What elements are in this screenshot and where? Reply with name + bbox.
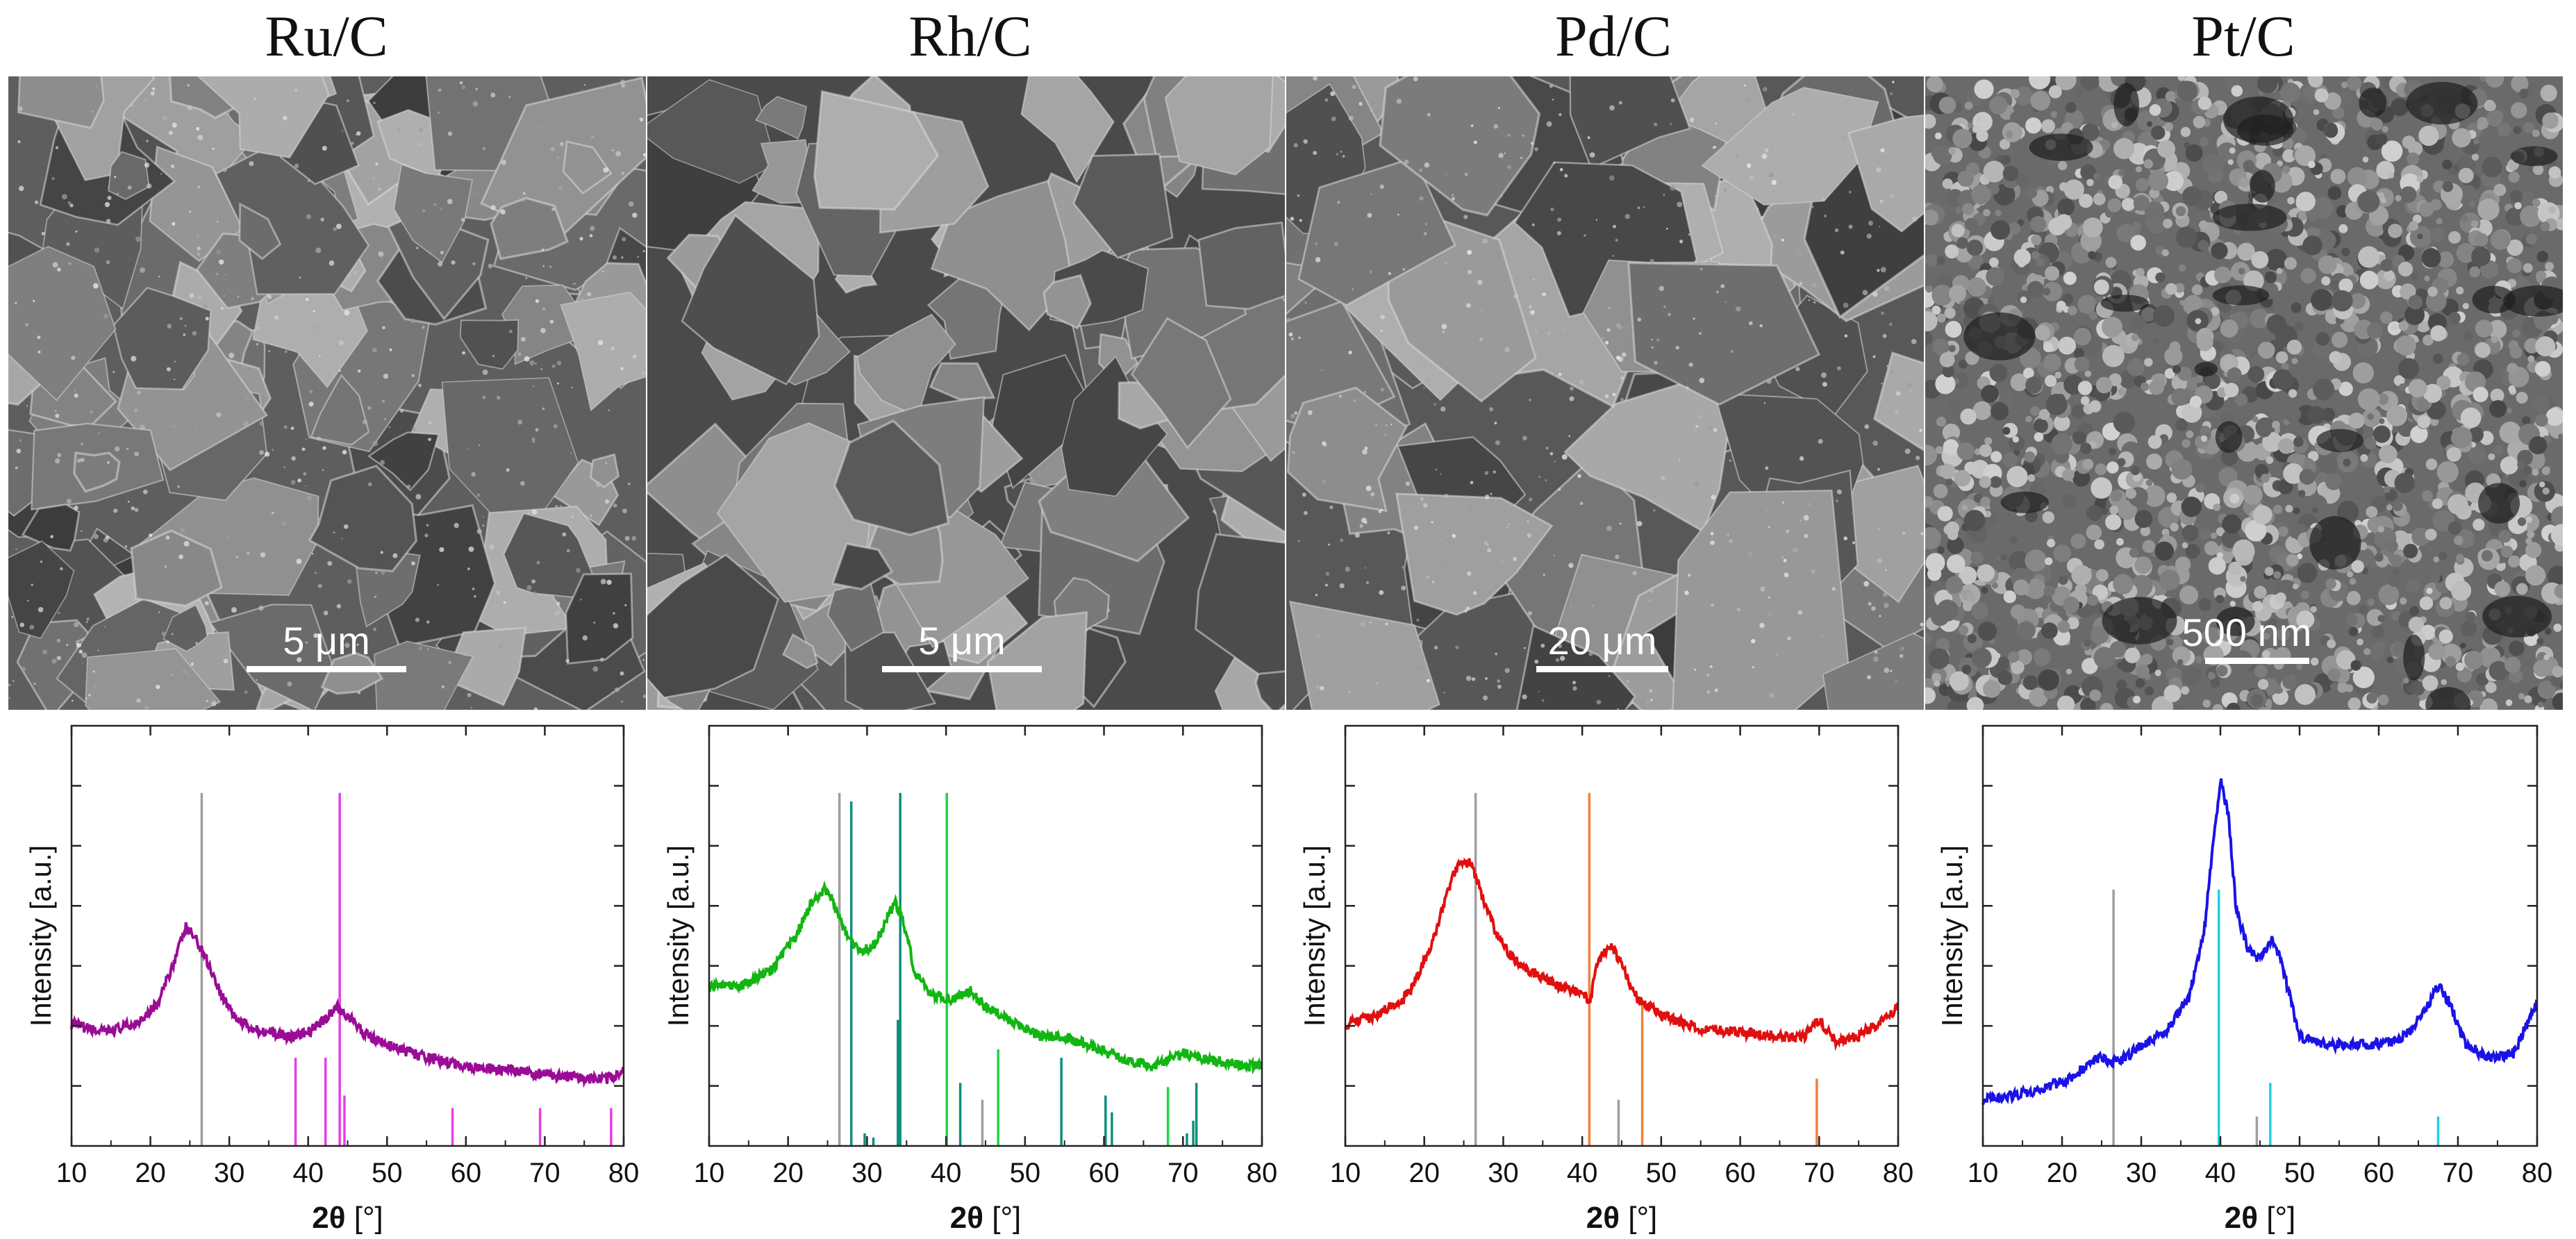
x-axis-label: 2θ [°] [950, 1201, 1022, 1235]
x-tick-label: 10 [694, 1158, 725, 1188]
plot-frame [1344, 724, 1900, 1147]
diffraction-series [1344, 857, 1900, 1051]
x-tick-label: 10 [1968, 1158, 1999, 1188]
sem-image-pd [1286, 76, 1924, 710]
xrd-chart-1: 10 20 30 40 50 60 70 80 2θ [°] Intensity [a.u.] [662, 724, 1278, 1235]
x-tick-label: 40 [292, 1158, 324, 1188]
x-tick-label: 80 [1883, 1158, 1914, 1188]
x-tick-label: 80 [608, 1158, 640, 1188]
x-tick-label: 70 [2443, 1158, 2474, 1188]
x-tick-label: 40 [931, 1158, 962, 1188]
sem-image-pt [1925, 76, 2563, 710]
scale-bar-line [2205, 658, 2309, 664]
x-tick-label: 70 [529, 1158, 560, 1188]
x-tick-label: 40 [1567, 1158, 1598, 1188]
y-axis-label: Intensity [a.u.] [1936, 845, 1968, 1026]
y-axis-label: Intensity [a.u.] [24, 845, 57, 1026]
xrd-chart-3: 10 20 30 40 50 60 70 80 2θ [°] Intensity [a.u.] [1936, 724, 2553, 1235]
scale-bar-line [247, 666, 406, 672]
diffraction-series [708, 880, 1263, 1075]
y-axis-label: Intensity [a.u.] [1298, 845, 1331, 1026]
x-tick-label: 70 [1804, 1158, 1835, 1188]
scale-bar-pt: 500 nm [2170, 610, 2323, 664]
x-tick-label: 30 [2126, 1158, 2157, 1188]
scale-bar-line [882, 666, 1042, 672]
y-axis-label: Intensity [a.u.] [662, 845, 695, 1026]
x-tick-label: 20 [135, 1158, 166, 1188]
xrd-chart-0: 10 20 30 40 50 60 70 80 2θ [°] Intensity [a.u.] [24, 724, 640, 1235]
scale-bar-label: 5 μm [918, 619, 1006, 663]
scale-bar-rh: 5 μm [882, 618, 1042, 672]
scale-bar-label: 5 μm [283, 619, 370, 663]
sem-image-rh [647, 76, 1285, 710]
x-tick-label: 50 [1646, 1158, 1677, 1188]
scale-bar-label: 500 nm [2182, 610, 2312, 654]
x-axis-label: 2θ [°] [1586, 1201, 1658, 1235]
x-tick-label: 10 [1330, 1158, 1361, 1188]
x-tick-label: 60 [1725, 1158, 1756, 1188]
x-tick-label: 30 [851, 1158, 883, 1188]
panel-title-ru: Ru/C [265, 4, 388, 69]
x-tick-label: 60 [1088, 1158, 1120, 1188]
x-tick-label: 10 [56, 1158, 88, 1188]
x-tick-label: 50 [2284, 1158, 2316, 1188]
panel-title-pt: Pt/C [2191, 4, 2295, 69]
diffraction-series [70, 922, 625, 1088]
diffraction-series [1981, 778, 2538, 1106]
x-tick-label: 20 [1409, 1158, 1440, 1188]
x-tick-label: 30 [1488, 1158, 1519, 1188]
x-tick-label: 80 [1247, 1158, 1278, 1188]
x-tick-label: 40 [2205, 1158, 2236, 1188]
x-tick-label: 30 [214, 1158, 245, 1188]
plot-frame [708, 724, 1263, 1147]
x-tick-label: 80 [2522, 1158, 2553, 1188]
panel-title-pd: Pd/C [1554, 4, 1672, 69]
x-tick-label: 50 [1010, 1158, 1041, 1188]
scale-bar-pd: 20 μm [1536, 618, 1668, 672]
x-tick-label: 70 [1167, 1158, 1199, 1188]
x-tick-label: 20 [2047, 1158, 2078, 1188]
scale-bar-line [1536, 666, 1668, 672]
scale-bar-ru: 5 μm [247, 618, 406, 672]
scale-bar-label: 20 μm [1547, 619, 1657, 663]
x-axis-label: 2θ [°] [2225, 1201, 2296, 1235]
x-axis-label: 2θ [°] [312, 1201, 383, 1235]
x-tick-label: 60 [451, 1158, 482, 1188]
x-tick-label: 20 [772, 1158, 804, 1188]
panel-title-rh: Rh/C [908, 4, 1032, 69]
sem-image-ru [8, 76, 646, 710]
x-tick-label: 60 [2363, 1158, 2395, 1188]
xrd-chart-2: 10 20 30 40 50 60 70 80 2θ [°] Intensity [a.u.] [1298, 724, 1914, 1235]
x-tick-label: 50 [372, 1158, 403, 1188]
plot-frame [70, 724, 625, 1147]
